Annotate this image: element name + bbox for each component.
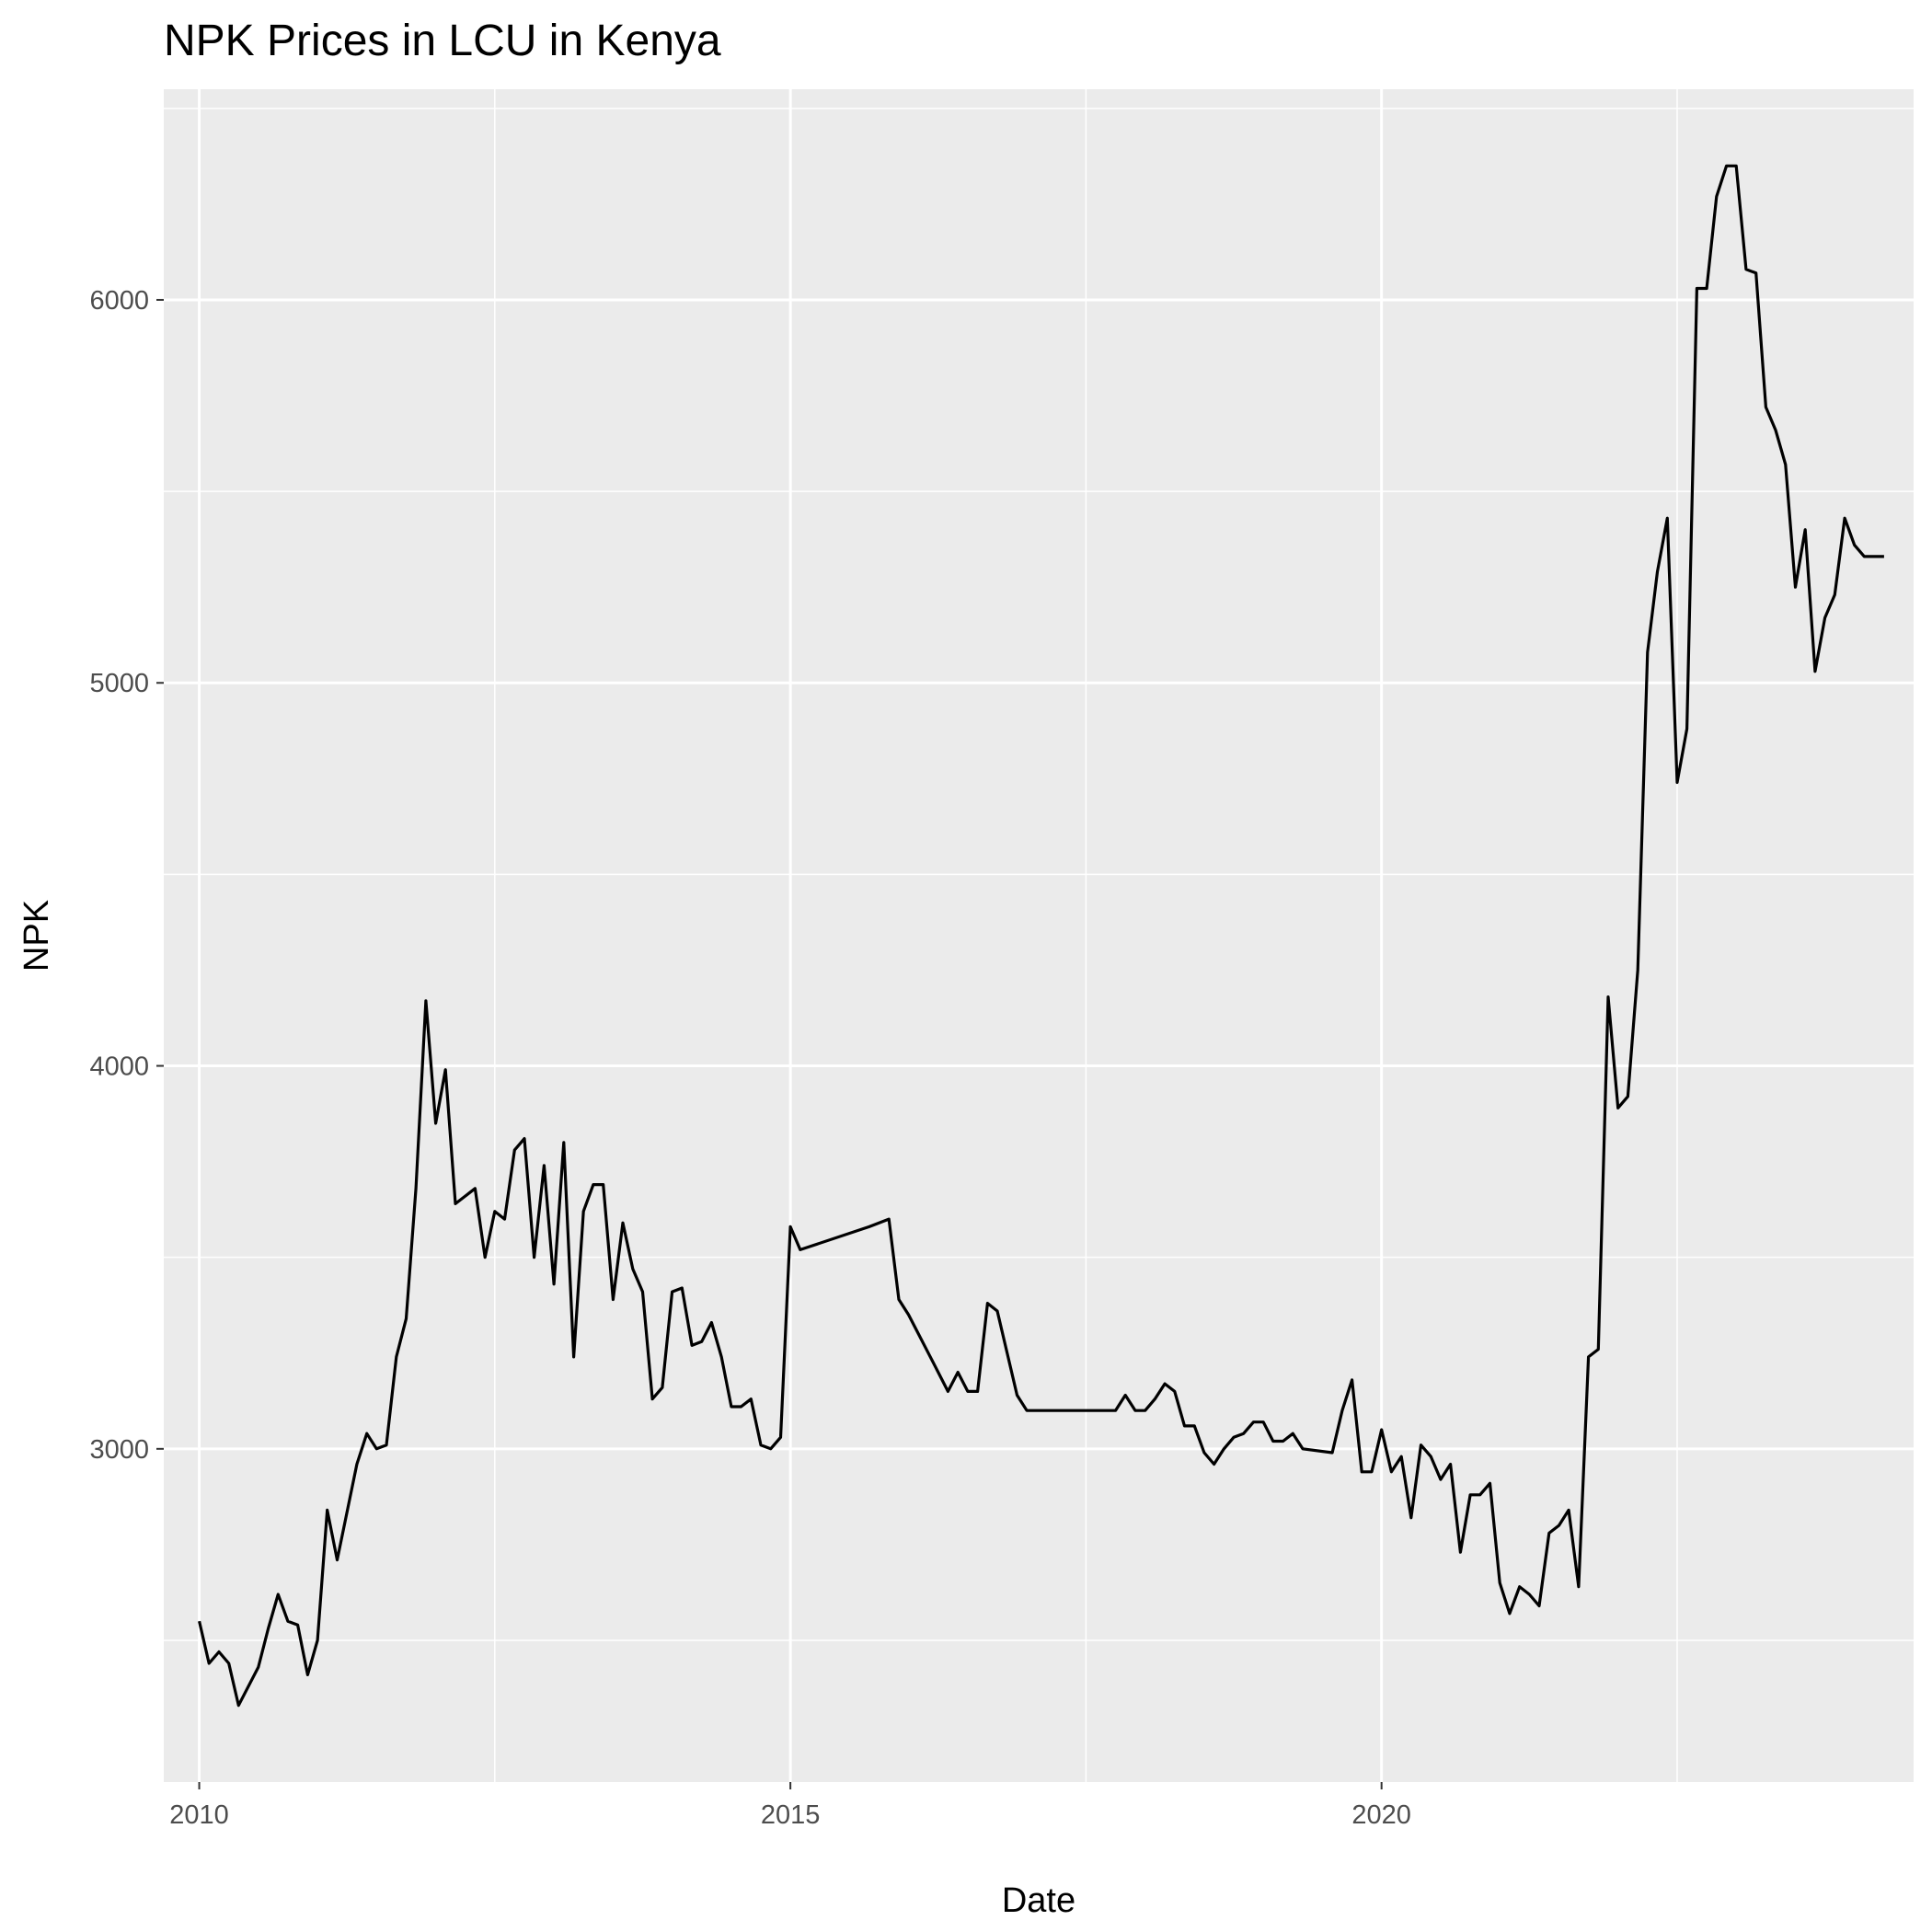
y-axis: 3000 4000 5000 6000	[89, 286, 164, 1465]
x-axis: 2010 2015 2020	[169, 1782, 1411, 1830]
x-tick-label: 2010	[169, 1800, 229, 1830]
minor-gridlines	[164, 89, 1914, 1782]
x-axis-title: Date	[1002, 1881, 1075, 1920]
y-tick-label: 6000	[89, 286, 149, 316]
plot-panel	[164, 89, 1914, 1782]
x-tick-label: 2015	[761, 1800, 821, 1830]
y-axis-title: NPK	[17, 900, 56, 972]
series-line	[198, 164, 1884, 1708]
series-layer	[198, 164, 1884, 1708]
major-gridlines	[164, 89, 1914, 1782]
x-tick-label: 2020	[1351, 1800, 1411, 1830]
y-tick-label: 4000	[89, 1052, 149, 1082]
chart-title: NPK Prices in LCU in Kenya	[164, 17, 721, 65]
y-tick-label: 3000	[89, 1435, 149, 1465]
y-tick-label: 5000	[89, 669, 149, 698]
